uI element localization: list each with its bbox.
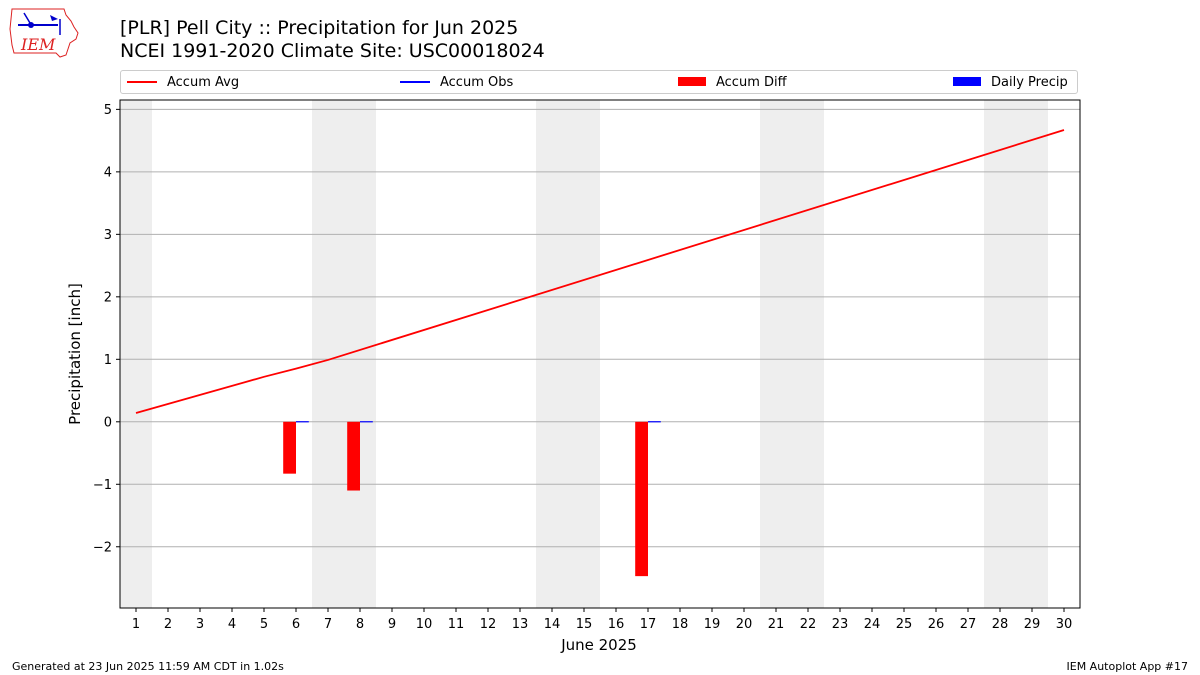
x-tick-label: 19: [704, 617, 721, 632]
x-tick-label: 8: [356, 617, 364, 632]
footer-generated: Generated at 23 Jun 2025 11:59 AM CDT in…: [12, 660, 284, 673]
x-tick-label: 29: [1024, 617, 1041, 632]
weekend-band: [984, 100, 1016, 608]
x-tick-label: 30: [1056, 617, 1073, 632]
legend-item-accum-avg: Accum Avg: [127, 74, 239, 92]
accum-diff-bar: [283, 421, 296, 474]
accum-avg-line: [135, 129, 1065, 414]
legend-label-accum-obs: Accum Obs: [440, 75, 514, 90]
x-tick-label: 15: [576, 617, 593, 632]
y-tick-label: −1: [93, 478, 112, 493]
x-tick-label: 20: [736, 617, 753, 632]
x-tick-label: 27: [960, 617, 977, 632]
x-tick-label: 3: [196, 617, 204, 632]
weekend-band: [760, 100, 792, 608]
iem-logo: IEM: [9, 8, 79, 58]
x-tick-label: 9: [388, 617, 396, 632]
x-tick-label: 2: [164, 617, 172, 632]
x-tick-label: 6: [292, 617, 300, 632]
x-tick-label: 21: [768, 617, 785, 632]
chart-subtitle: NCEI 1991-2020 Climate Site: USC00018024: [120, 40, 545, 62]
x-tick-label: 1: [132, 617, 140, 632]
x-tick-label: 22: [800, 617, 817, 632]
legend-swatch-daily-precip: [953, 77, 981, 86]
legend-swatch-accum-diff: [678, 77, 706, 86]
weekend-band: [1016, 100, 1048, 608]
x-axis-label: June 2025: [560, 636, 637, 654]
x-tick-label: 7: [324, 617, 332, 632]
x-tick-label: 4: [228, 617, 236, 632]
y-tick-label: 2: [104, 290, 112, 305]
legend: Accum Avg Accum Obs Accum Diff Daily Pre…: [120, 70, 1078, 94]
x-tick-label: 18: [672, 617, 689, 632]
legend-item-accum-obs: Accum Obs: [400, 74, 513, 92]
y-tick-label: 1: [104, 353, 112, 368]
x-tick-label: 17: [640, 617, 657, 632]
grid-lines: [120, 108, 1080, 548]
accum-diff-bar: [347, 421, 360, 491]
y-tick-label: 5: [104, 103, 112, 118]
y-tick-label: −2: [93, 540, 112, 555]
x-tick-label: 13: [512, 617, 529, 632]
legend-label-accum-diff: Accum Diff: [716, 75, 787, 90]
x-axis-ticks: 1 2 3 4 5 6 7 8 9 10 11 12 13 14 15 16 17 18 19 20 21 22 23 24 2…: [132, 608, 1072, 632]
x-tick-label: 11: [448, 617, 465, 632]
daily-precip-bar: [360, 421, 373, 423]
daily-precip-bar: [648, 421, 661, 423]
y-tick-label: 3: [104, 228, 112, 243]
chart-title: [PLR] Pell City :: Precipitation for Jun…: [120, 17, 519, 39]
legend-item-daily-precip: Daily Precip: [953, 74, 1068, 92]
logo-text: IEM: [20, 35, 56, 54]
x-tick-label: 26: [928, 617, 945, 632]
weekend-band: [312, 100, 344, 608]
legend-item-accum-diff: Accum Diff: [678, 74, 787, 92]
weekend-shading: [120, 100, 1048, 608]
weekend-band: [568, 100, 600, 608]
y-axis-label: Precipitation [inch]: [66, 283, 84, 425]
x-tick-label: 5: [260, 617, 268, 632]
weekend-band: [536, 100, 568, 608]
x-tick-label: 23: [832, 617, 849, 632]
bars: [283, 421, 661, 577]
plot-frame: [119, 99, 1081, 609]
x-tick-label: 14: [544, 617, 561, 632]
legend-label-accum-avg: Accum Avg: [167, 75, 240, 90]
weekend-band: [120, 100, 152, 608]
y-axis-ticks: 5 4 3 2 1 0 −1 −2: [93, 103, 120, 555]
x-tick-label: 28: [992, 617, 1009, 632]
weekend-band: [792, 100, 824, 608]
y-tick-label: 4: [104, 165, 112, 180]
x-tick-label: 16: [608, 617, 625, 632]
y-tick-label: 0: [104, 415, 112, 430]
x-tick-label: 24: [864, 617, 881, 632]
legend-swatch-accum-obs: [400, 80, 430, 83]
legend-swatch-accum-avg: [127, 80, 157, 83]
daily-precip-bar: [296, 421, 309, 423]
legend-label-daily-precip: Daily Precip: [991, 75, 1068, 90]
x-tick-label: 25: [896, 617, 913, 632]
accum-diff-bar: [635, 421, 648, 577]
series-lines: [135, 129, 1065, 414]
x-tick-label: 12: [480, 617, 497, 632]
x-tick-label: 10: [416, 617, 433, 632]
footer-app: IEM Autoplot App #17: [1066, 660, 1189, 673]
